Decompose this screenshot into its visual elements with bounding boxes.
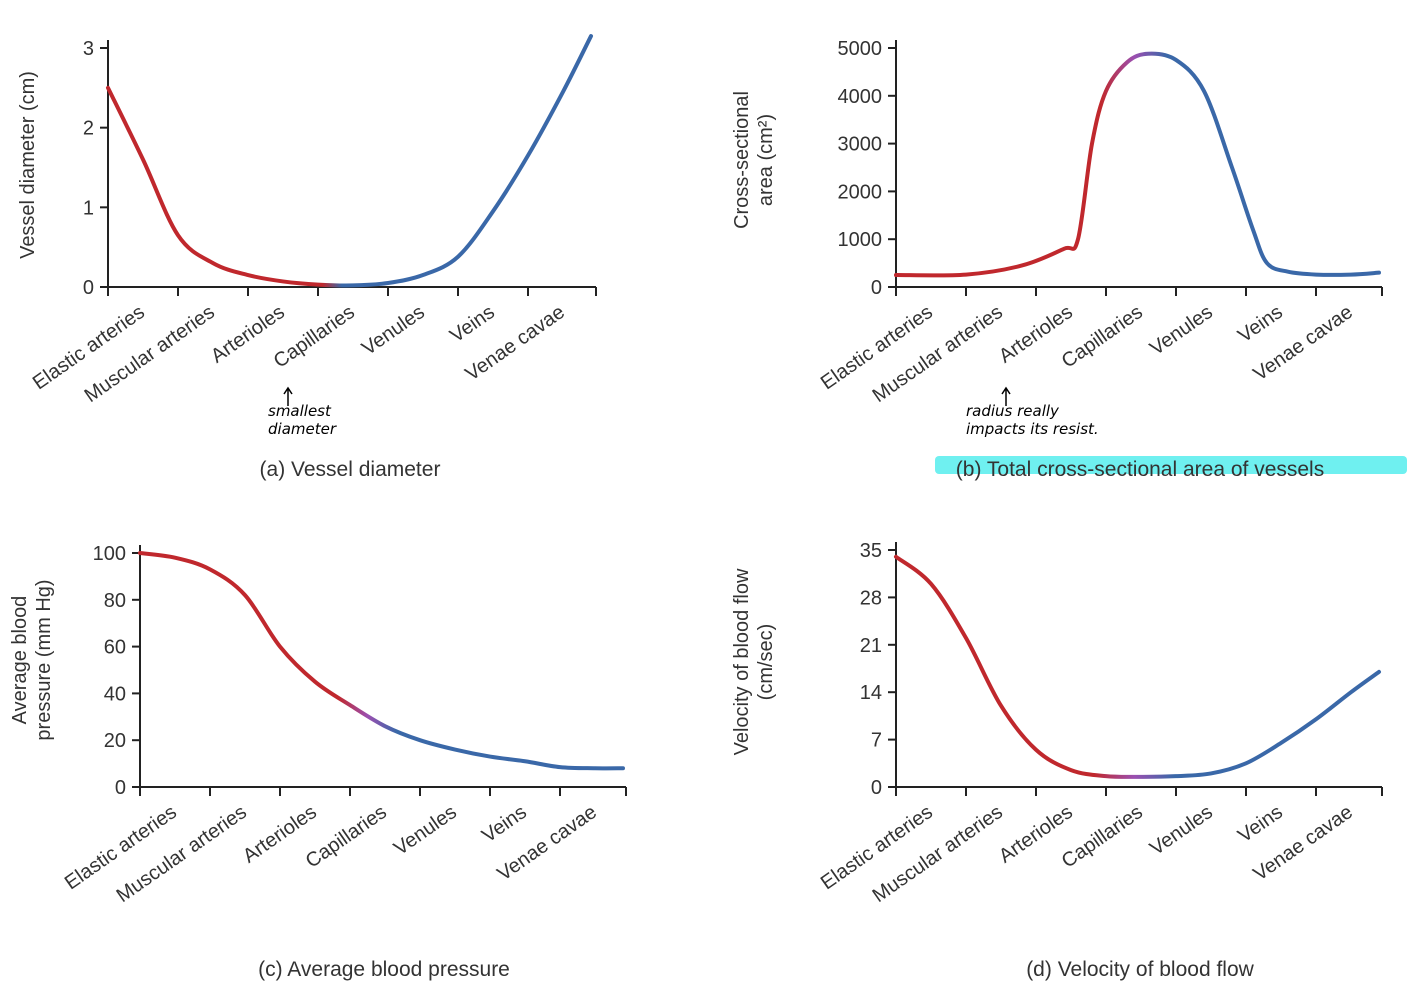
y-axis-label: Cross-sectional area (cm²) <box>731 91 777 229</box>
handwritten-note: diameter <box>268 420 337 438</box>
y-tick-label: 21 <box>860 635 882 657</box>
y-axis-label-line: pressure (mm Hg) <box>33 579 55 740</box>
y-tick-label: 0 <box>871 777 882 799</box>
title-text: (c) Average blood pressure <box>258 958 510 981</box>
y-tick-label: 80 <box>104 590 126 612</box>
title-text: Total cross-sectional area of vessels <box>987 458 1324 481</box>
y-tick-label: 20 <box>104 730 126 752</box>
y-axis-label-line: Vessel diameter (cm) <box>17 71 39 259</box>
y-tick-label: 35 <box>860 540 882 562</box>
chart-title: (c) Average blood pressure <box>258 958 510 981</box>
chart-title: (b) Total cross-sectional area of vessel… <box>956 458 1324 481</box>
y-tick-label: 1 <box>83 197 94 219</box>
y-axis-label-line: Velocity of blood flow <box>731 568 753 755</box>
y-tick-label: 40 <box>104 683 126 705</box>
x-tick-label: Muscular arteries <box>81 301 219 407</box>
handwritten-note: impacts its resist. <box>966 420 1099 438</box>
x-tick-label: Veins <box>478 801 531 847</box>
handwritten-arrow <box>283 386 293 406</box>
series-line <box>138 551 625 771</box>
y-axis-label: Velocity of blood flow (cm/sec) <box>731 568 777 755</box>
y-axis-label-line: Average blood <box>9 596 31 725</box>
x-tick-label: Venules <box>390 801 461 860</box>
x-tick-label: Muscular arteries <box>869 801 1007 907</box>
y-tick-label: 4000 <box>838 86 883 108</box>
title-text: (a) Vessel diameter <box>260 458 441 481</box>
y-tick-label: 14 <box>860 682 882 704</box>
x-tick-label: Muscular arteries <box>113 801 251 907</box>
x-tick-label: Venules <box>1146 801 1217 860</box>
y-tick-label: 5000 <box>838 38 883 60</box>
y-axis-label: Average blood pressure (mm Hg) <box>9 579 55 740</box>
y-tick-label: 1000 <box>838 229 883 251</box>
y-axis-label-line: Cross-sectional <box>731 91 753 229</box>
x-tick-label: Muscular arteries <box>869 301 1007 407</box>
title-highlight <box>935 456 1407 474</box>
title-text: (d) Velocity of blood flow <box>1026 958 1254 981</box>
y-tick-label: 28 <box>860 587 882 609</box>
x-tick-label: Veins <box>1234 801 1287 847</box>
handwritten-note: radius really <box>966 402 1060 420</box>
y-axis-label-line: area (cm²) <box>755 114 777 206</box>
y-tick-label: 60 <box>104 637 126 659</box>
y-axis-label-line: (cm/sec) <box>755 624 777 701</box>
y-tick-label: 100 <box>93 543 126 565</box>
y-tick-label: 2 <box>83 118 94 140</box>
y-tick-label: 3 <box>83 38 94 60</box>
x-tick-label: Venules <box>1146 301 1217 360</box>
y-tick-label: 0 <box>871 277 882 299</box>
series-line <box>894 554 1381 779</box>
y-tick-label: 2000 <box>838 181 883 203</box>
y-tick-label: 0 <box>115 777 126 799</box>
y-tick-label: 7 <box>871 730 882 752</box>
x-tick-label: Veins <box>446 301 499 347</box>
series-line <box>106 34 593 288</box>
handwritten-note: smallest <box>268 402 332 420</box>
x-tick-label: Venules <box>358 301 429 360</box>
chart-title: (d) Velocity of blood flow <box>1026 958 1254 981</box>
chart-title: (a) Vessel diameter <box>260 458 441 481</box>
x-tick-label: Veins <box>1234 301 1287 347</box>
y-axis-label: Vessel diameter (cm) <box>17 71 39 259</box>
handwritten-arrow <box>1001 386 1011 406</box>
title-prefix: (b) <box>956 458 987 481</box>
y-tick-label: 3000 <box>838 134 883 156</box>
y-tick-label: 0 <box>83 277 94 299</box>
series-line <box>894 51 1381 278</box>
